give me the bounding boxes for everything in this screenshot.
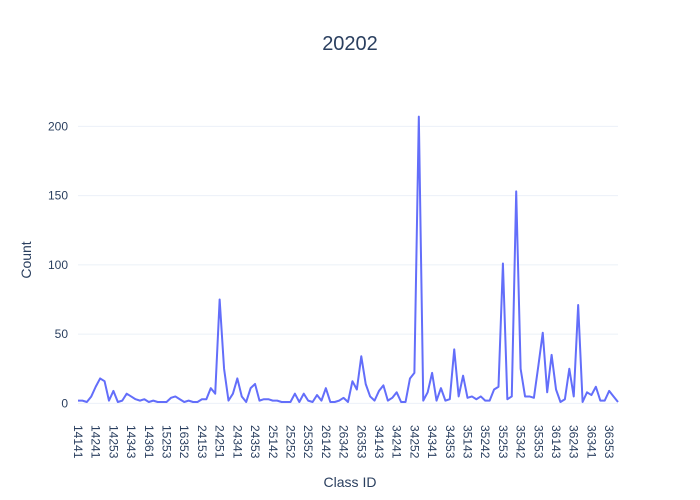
- x-tick-label: 24341: [230, 425, 244, 459]
- x-tick-label: 25142: [266, 425, 280, 459]
- x-tick-label: 34341: [425, 425, 439, 459]
- chart-title: 20202: [322, 33, 378, 55]
- x-tick-label: 35342: [514, 425, 528, 459]
- y-tick-label: 100: [48, 258, 68, 272]
- x-tick-label: 24153: [195, 425, 209, 459]
- x-tick-label: 14361: [142, 425, 156, 459]
- y-tick-label: 200: [48, 119, 68, 133]
- x-tick-label: 35242: [478, 425, 492, 459]
- x-tick-label: 35253: [496, 425, 510, 459]
- x-tick-label: 26342: [337, 425, 351, 459]
- y-axis-title: Count: [18, 241, 34, 278]
- x-tick-label: 16352: [177, 425, 191, 459]
- x-axis-title: Class ID: [324, 474, 377, 490]
- x-tick-label: 26142: [319, 425, 333, 459]
- x-tick-label: 36243: [567, 425, 581, 459]
- x-tick-label: 34143: [372, 425, 386, 459]
- y-tick-label: 50: [55, 327, 69, 341]
- x-tick-label: 15253: [160, 425, 174, 459]
- x-tick-label: 34252: [407, 425, 421, 459]
- y-tick-label: 150: [48, 189, 68, 203]
- x-tick-label: 34241: [390, 425, 404, 459]
- x-tick-label: 24353: [248, 425, 262, 459]
- x-tick-label: 25252: [283, 425, 297, 459]
- x-tick-label: 14343: [124, 425, 138, 459]
- x-tick-label: 24251: [213, 425, 227, 459]
- x-tick-label: 14241: [89, 425, 103, 459]
- y-tick-label: 0: [61, 396, 68, 410]
- x-tick-label: 35353: [531, 425, 545, 459]
- x-tick-label: 36353: [602, 425, 616, 459]
- x-tick-label: 35143: [461, 425, 475, 459]
- x-tick-label: 25352: [301, 425, 315, 459]
- x-tick-label: 26353: [354, 425, 368, 459]
- x-tick-label: 36143: [549, 425, 563, 459]
- x-tick-label: 14253: [106, 425, 120, 459]
- x-tick-label: 34353: [443, 425, 457, 459]
- x-tick-label: 14141: [71, 425, 85, 459]
- data-line: [78, 115, 619, 403]
- x-tick-label: 36341: [584, 425, 598, 459]
